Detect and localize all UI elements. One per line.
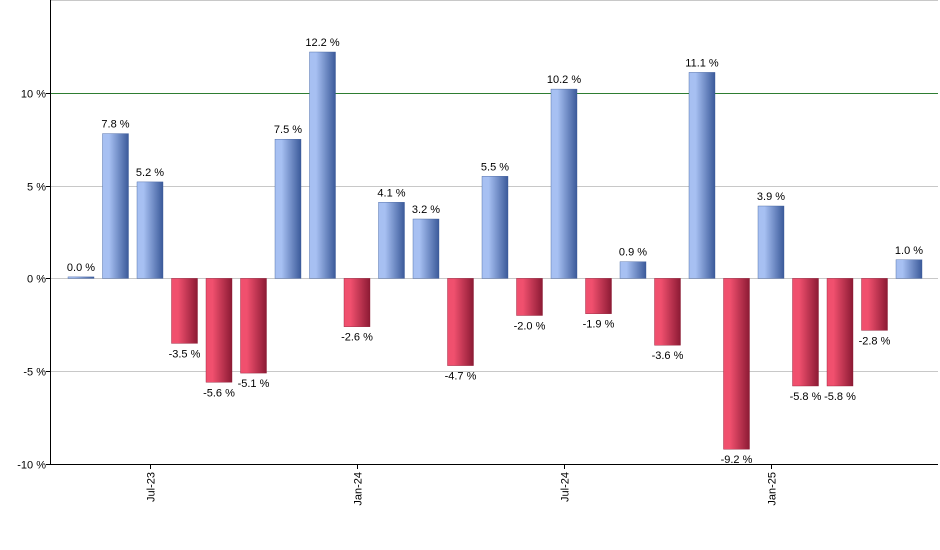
y-axis-ticks: -10 % -5 % 0 % 5 % 10 % bbox=[17, 89, 50, 472]
data-label: -2.8 % bbox=[859, 335, 891, 347]
data-label: 7.5 % bbox=[274, 124, 302, 136]
bar bbox=[757, 205, 785, 279]
bar bbox=[895, 259, 923, 279]
bar bbox=[826, 278, 854, 387]
bar bbox=[309, 51, 336, 279]
data-label: 7.8 % bbox=[101, 119, 129, 131]
data-label: 3.9 % bbox=[757, 191, 785, 203]
axes bbox=[50, 0, 938, 465]
bar bbox=[171, 278, 198, 344]
bar bbox=[585, 278, 612, 314]
bar bbox=[378, 202, 405, 279]
data-label: -5.8 % bbox=[824, 391, 856, 403]
data-label: -2.6 % bbox=[341, 332, 373, 344]
bar bbox=[792, 278, 819, 387]
bar bbox=[447, 278, 474, 366]
data-label: 12.2 % bbox=[305, 37, 339, 49]
data-label: -5.6 % bbox=[203, 387, 235, 399]
y-tick-label: 5 % bbox=[27, 182, 46, 194]
data-label: 10.2 % bbox=[547, 74, 581, 86]
data-label: 4.1 % bbox=[377, 187, 405, 199]
bar bbox=[688, 72, 716, 279]
bars bbox=[67, 51, 923, 450]
bar bbox=[550, 88, 578, 279]
data-label: 5.2 % bbox=[136, 167, 164, 179]
x-tick-label: Jul-23 bbox=[146, 472, 158, 502]
data-label: 1.0 % bbox=[895, 245, 923, 257]
data-label: -2.0 % bbox=[514, 321, 546, 333]
data-label: -4.7 % bbox=[445, 371, 477, 383]
data-label: 3.2 % bbox=[412, 204, 440, 216]
bar bbox=[412, 218, 440, 279]
data-label: -3.6 % bbox=[652, 350, 684, 362]
bar bbox=[205, 278, 233, 383]
bar bbox=[67, 276, 95, 279]
data-label: 0.9 % bbox=[619, 247, 647, 259]
bar bbox=[654, 278, 681, 346]
data-label: -5.8 % bbox=[790, 391, 822, 403]
x-tick-label: Jul-24 bbox=[560, 472, 572, 502]
data-label: -1.9 % bbox=[583, 319, 615, 331]
bar bbox=[240, 278, 267, 374]
bar bbox=[481, 176, 509, 279]
x-tick-label: Jan-24 bbox=[353, 472, 365, 506]
y-tick-label: 10 % bbox=[21, 89, 46, 101]
bar bbox=[136, 181, 164, 279]
data-label: 5.5 % bbox=[481, 161, 509, 173]
data-label: -3.5 % bbox=[169, 348, 201, 360]
data-label: 0.0 % bbox=[67, 262, 95, 274]
y-tick-label: 0 % bbox=[27, 274, 46, 286]
data-label: 11.1 % bbox=[685, 57, 719, 69]
bar bbox=[861, 278, 888, 331]
x-tick-label: Jan-25 bbox=[767, 472, 779, 506]
bar bbox=[274, 138, 302, 279]
bar bbox=[723, 278, 750, 450]
data-label: -5.1 % bbox=[238, 378, 270, 390]
x-axis-ticks: Jul-23 Jan-24 Jul-24 Jan-25 bbox=[146, 464, 779, 506]
bar bbox=[102, 133, 129, 279]
y-tick-label: -5 % bbox=[23, 367, 46, 379]
bar bbox=[619, 261, 647, 279]
data-label: -9.2 % bbox=[721, 454, 753, 466]
data-labels: 0.0 % 7.8 % 5.2 % -3.5 % -5.6 %-5.1 % 7.5 % 12… bbox=[67, 37, 923, 466]
y-tick-label: -10 % bbox=[17, 460, 46, 472]
bar bbox=[516, 278, 543, 316]
bar bbox=[343, 278, 371, 327]
